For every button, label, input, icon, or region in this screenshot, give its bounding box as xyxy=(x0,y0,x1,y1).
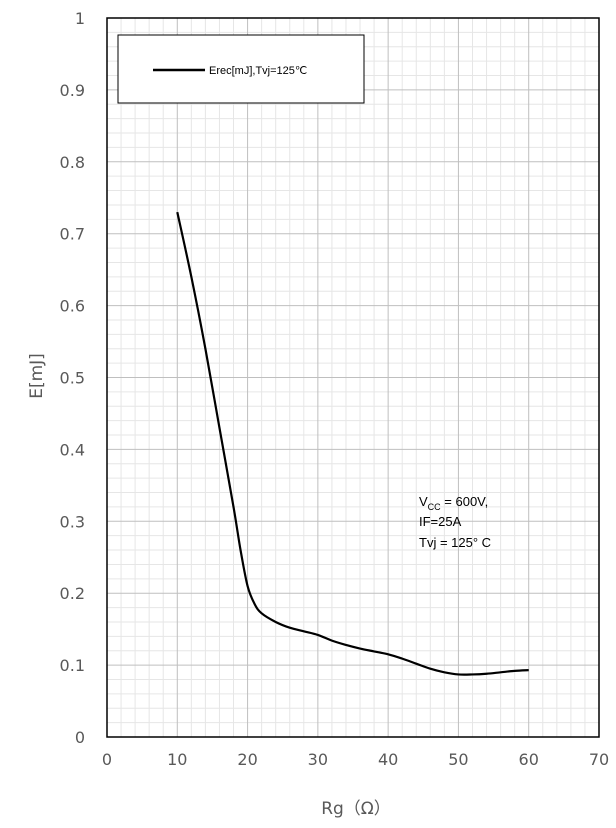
annotation-vcc: VCC = 600V, xyxy=(419,494,488,512)
y-tick-label: 0.9 xyxy=(60,81,85,100)
x-tick-label: 0 xyxy=(102,750,112,769)
series-line-erec xyxy=(176,211,529,676)
annotation-if: IF=25A xyxy=(419,514,462,529)
x-axis-title: Rg（Ω） xyxy=(321,799,391,819)
x-tick-label: 40 xyxy=(378,750,398,769)
y-tick-label: 0.4 xyxy=(60,440,85,459)
annotation-vcc-rest: = 600V, xyxy=(441,494,489,509)
legend-label: Erec[mJ],Tvj=125℃ xyxy=(209,65,307,77)
y-tick-label: 0 xyxy=(75,728,85,747)
annotation-vcc-main: V xyxy=(419,494,428,509)
y-axis-tick-labels: 0 0.1 0.2 0.3 0.4 0.5 0.6 0.7 0.8 0.9 1 xyxy=(60,9,85,747)
x-tick-label: 70 xyxy=(589,750,609,769)
annotation: VCC = 600V, IF=25A Tvj = 125° C xyxy=(419,494,491,550)
y-axis-title: E[mJ] xyxy=(27,353,47,399)
legend: Erec[mJ],Tvj=125℃ xyxy=(117,34,365,104)
y-tick-label: 1 xyxy=(75,9,85,28)
y-tick-label: 0.1 xyxy=(60,656,85,675)
x-tick-label: 10 xyxy=(167,750,187,769)
y-tick-label: 0.6 xyxy=(60,297,85,316)
plot-area-border xyxy=(106,17,600,738)
y-tick-label: 0.7 xyxy=(60,225,85,244)
y-tick-label: 0.5 xyxy=(60,369,85,388)
x-tick-label: 20 xyxy=(237,750,257,769)
y-tick-label: 0.8 xyxy=(60,153,85,172)
x-tick-label: 50 xyxy=(448,750,468,769)
x-axis-tick-labels: 0 10 20 30 40 50 60 70 xyxy=(102,750,609,769)
x-tick-label: 60 xyxy=(519,750,539,769)
y-tick-label: 0.2 xyxy=(60,584,85,603)
major-grid xyxy=(107,18,599,737)
annotation-vcc-sub: CC xyxy=(428,502,441,512)
annotation-tvj: Tvj = 125° C xyxy=(419,535,491,550)
series-layer xyxy=(176,211,529,676)
y-tick-label: 0.3 xyxy=(60,512,85,531)
x-tick-label: 30 xyxy=(308,750,328,769)
